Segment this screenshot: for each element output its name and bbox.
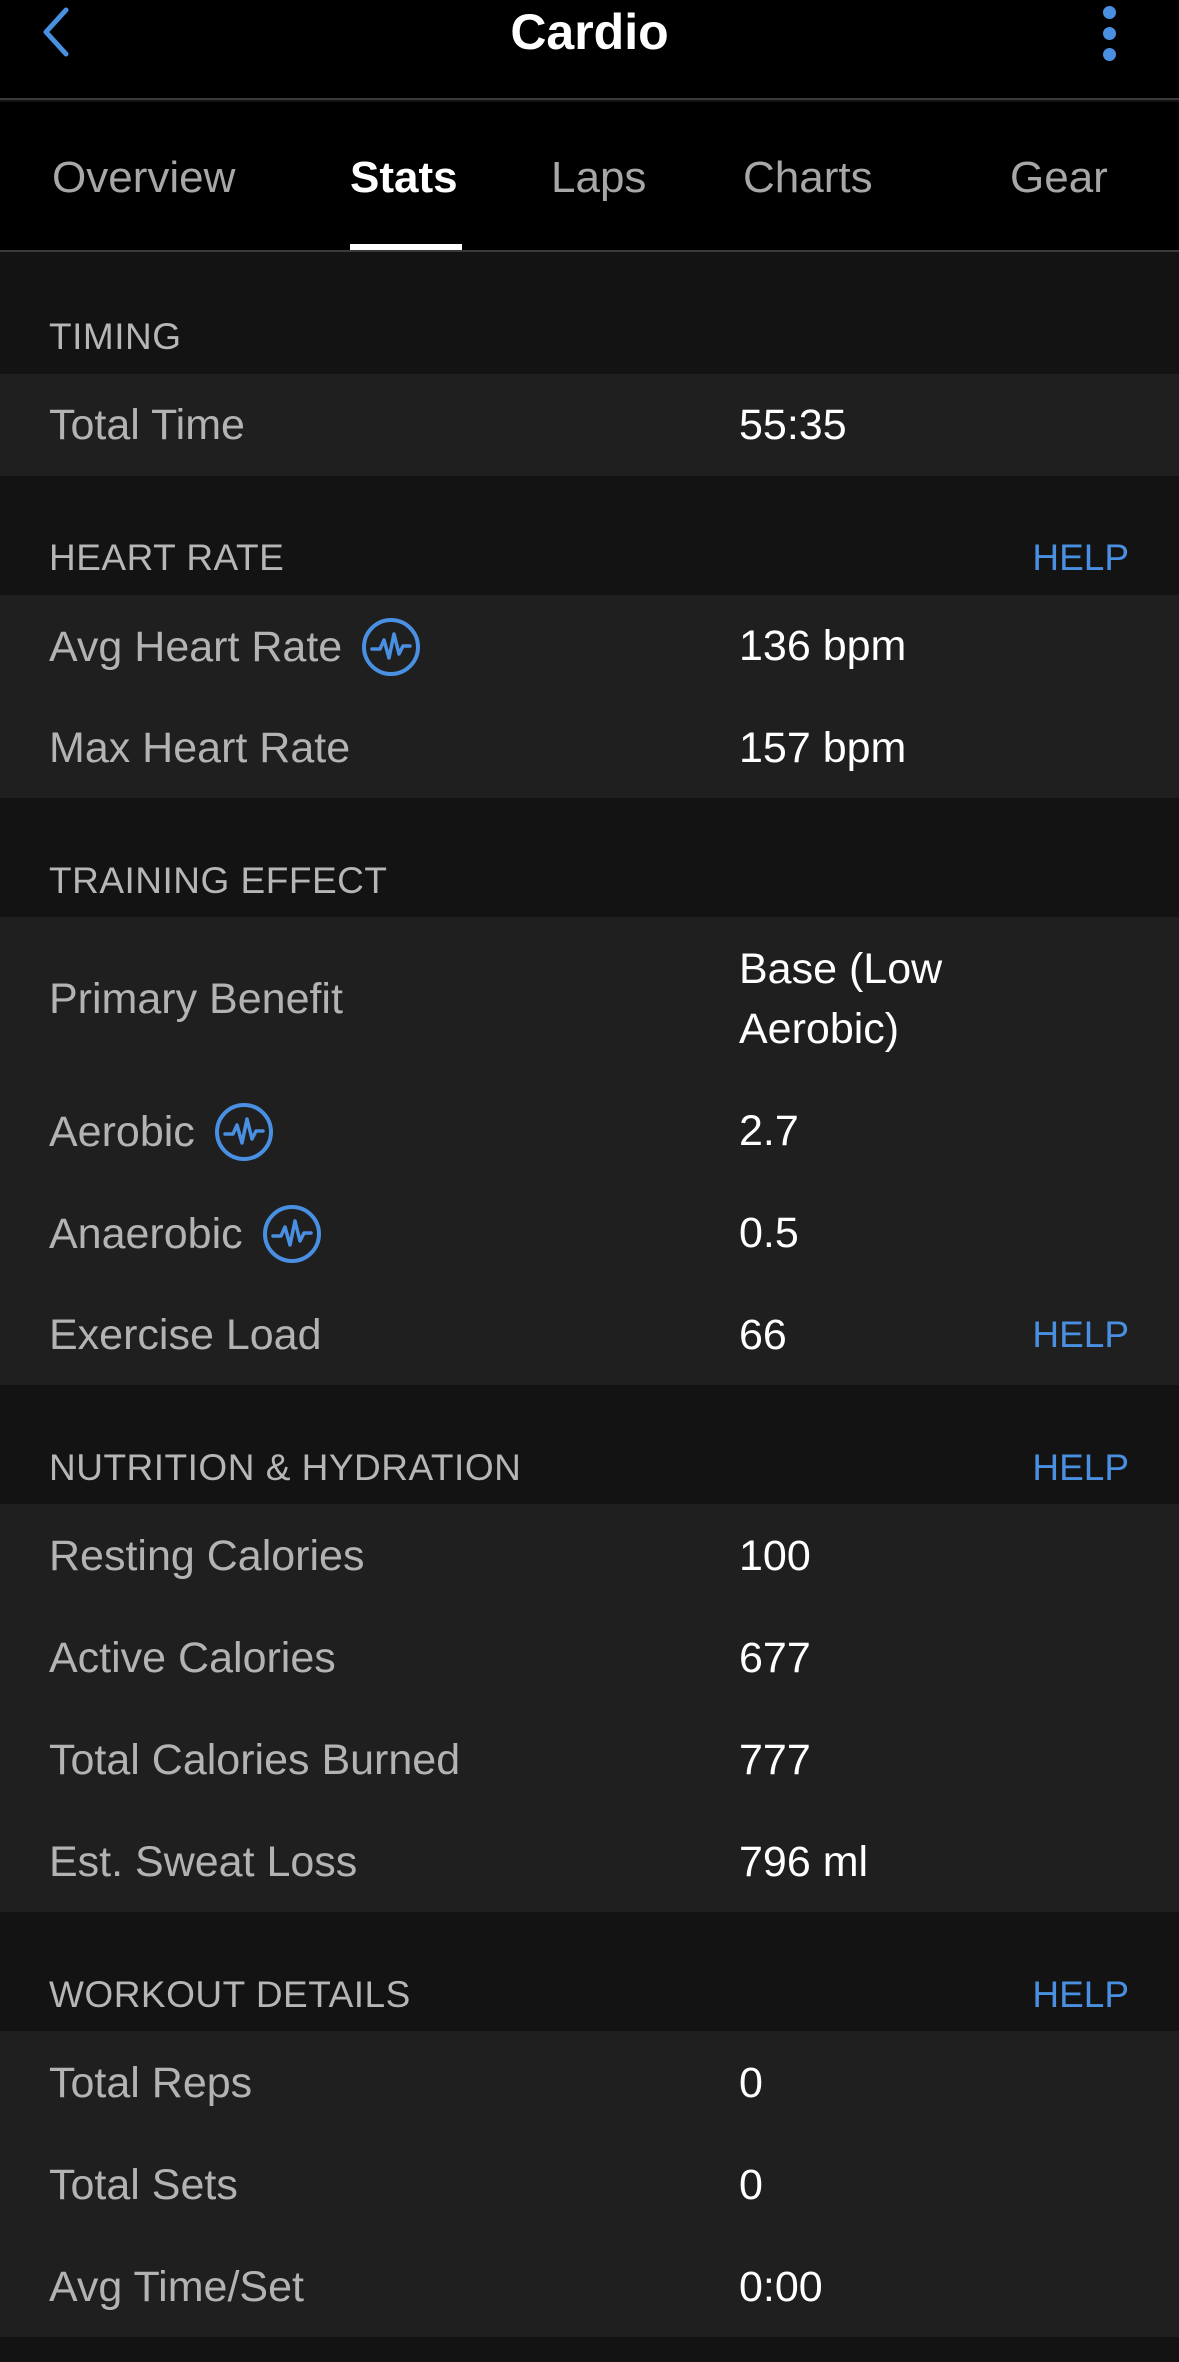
help-link[interactable]: HELP [1032,1314,1129,1355]
nutrition-rows: Resting Calories 100 Active Calories 677… [0,1504,1179,1912]
section-title: NUTRITION & HYDRATION [49,1447,522,1488]
stat-value: 0 [739,2161,763,2209]
tab-gear[interactable]: Gear [1010,153,1108,202]
page-title: Cardio [510,4,669,60]
section-title: WORKOUT DETAILS [49,1974,411,2015]
training-effect-rows: Primary Benefit Base (Low Aerobic) Aerob… [0,917,1179,1385]
section-header-heart-rate: HEART RATE HELP [0,476,1179,595]
chevron-left-icon [43,7,69,57]
stat-label: Primary Benefit [49,975,343,1023]
stat-value: 66 [739,1311,787,1359]
stat-label: Aerobic [49,1101,275,1163]
stat-value: 100 [739,1532,811,1580]
stat-value: 2.7 [739,1107,799,1155]
section-title: TIMING [49,316,182,357]
stat-value: 157 bpm [739,724,907,772]
stat-label: Active Calories [49,1634,336,1682]
stat-value: 677 [739,1634,811,1682]
top-bar: Cardio [0,0,1179,100]
stat-value: Base (Low Aerobic) [739,945,943,1053]
help-link[interactable]: HELP [1032,1974,1129,2015]
stat-label: Exercise Load [49,1311,322,1359]
stat-value: 136 bpm [739,622,907,670]
back-button[interactable] [36,4,80,60]
stat-value: 0 [739,2059,763,2107]
stat-label: Max Heart Rate [49,724,351,772]
stat-label: Total Sets [49,2161,238,2209]
stat-label: Est. Sweat Loss [49,1838,358,1886]
stat-label: Total Reps [49,2059,253,2107]
workout-details-rows: Total Reps 0 Total Sets 0 Avg Time/Set 0… [0,2031,1179,2337]
heart-rate-icon[interactable] [261,1203,323,1265]
tab-bar: Overview Stats Laps Charts Gear [0,102,1179,252]
stat-value: 0.5 [739,1209,799,1257]
stat-value: 796 ml [739,1838,869,1886]
stat-label: Avg Heart Rate [49,616,422,678]
stat-row-primary-benefit[interactable]: Primary Benefit Base (Low Aerobic) [0,939,1179,1059]
section-header-timing: TIMING [0,254,1179,374]
stat-value: 0:00 [739,2263,823,2311]
stat-value: 777 [739,1736,811,1784]
heart-rate-icon[interactable] [213,1101,275,1163]
stat-label: Resting Calories [49,1532,365,1580]
tab-charts[interactable]: Charts [743,153,873,202]
more-vertical-icon [1103,6,1116,19]
stat-label: Anaerobic [49,1203,323,1265]
heart-rate-icon[interactable] [360,616,422,678]
heart-rate-rows: Avg Heart Rate 136 bpm Max Heart Rate 15… [0,595,1179,798]
stat-value: 55:35 [739,401,847,449]
timing-rows: Total Time 55:35 [0,374,1179,476]
tab-overview[interactable]: Overview [52,153,236,202]
section-header-workout-details: WORKOUT DETAILS HELP [0,1912,1179,2031]
stat-label: Total Time [49,401,245,449]
tab-stats[interactable]: Stats [350,153,458,202]
tab-laps[interactable]: Laps [551,153,647,202]
active-tab-indicator [350,244,462,250]
stat-label: Total Calories Burned [49,1736,461,1784]
section-header-nutrition: NUTRITION & HYDRATION HELP [0,1385,1179,1504]
section-title: HEART RATE [49,537,285,578]
help-link[interactable]: HELP [1032,1447,1129,1488]
help-link[interactable]: HELP [1032,537,1129,578]
more-menu-button[interactable] [1103,6,1117,62]
stat-label: Avg Time/Set [49,2263,304,2311]
section-header-training-effect: TRAINING EFFECT [0,798,1179,917]
section-title: TRAINING EFFECT [49,860,388,901]
